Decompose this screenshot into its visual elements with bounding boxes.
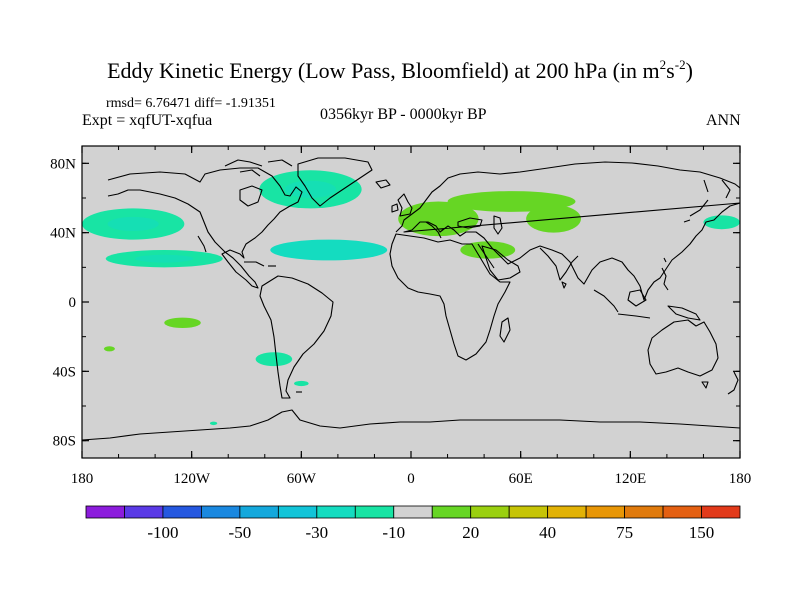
coastline-sumatra [593,289,619,313]
period-label: 0356kyr BP - 0000kyr BP [320,106,487,123]
colorbar-box [585,505,625,519]
x-tick-label: 120E [614,471,646,487]
coastline-arabia [481,245,521,281]
coastlines [82,157,740,441]
y-tick-label: 0 [69,295,77,311]
y-tick-label: 40N [50,226,76,242]
colorbar-box [85,505,125,519]
colorbar-box [624,505,664,519]
coastline-ireland [391,203,399,213]
colorbar-box [124,505,164,519]
colorbar-box [662,505,702,519]
anomaly-patch-8 [164,317,201,328]
anomaly-patch-13 [703,215,740,230]
coastline-red-sea [477,243,495,269]
coastline-iceland [375,179,391,189]
anomaly-core-2 [284,180,337,198]
colorbar-label: 75 [616,523,633,542]
colorbar-box [508,505,549,519]
y-tick-label: 40S [53,364,76,380]
colorbar-box [354,505,395,519]
colorbar-label: -30 [305,523,328,542]
coastline-taiwan-philippines [661,257,669,291]
chart-title: Eddy Kinetic Energy (Low Pass, Bloomfiel… [0,58,800,84]
colorbar-label: 40 [539,523,556,542]
coastline-madagascar [499,317,511,343]
x-tick-label: 180 [729,471,752,487]
coastline-australia [647,319,719,377]
colorbar-box [162,505,202,519]
anomaly-patch-12 [209,421,218,426]
anomaly-core-3 [299,245,358,255]
colorbar-box [470,505,510,519]
anomaly-patch-9 [103,346,115,352]
coastline-java [617,313,651,319]
colorbar-label: 150 [689,523,715,542]
coastline-hudson-bay [239,185,263,207]
coastline-italy [425,221,442,239]
coastline-africa [389,233,511,361]
coastline-japan [683,199,709,223]
anomaly-core-1 [135,254,194,263]
colorbar-box [701,505,741,519]
y-axis: 80N 40N 0 40S 80S [50,156,740,450]
anomaly-patch-11 [294,380,309,387]
colorbar-box [316,505,356,519]
x-tick-label: 60W [287,471,317,487]
coastline-north-america [107,167,303,289]
coastline-baja [197,235,207,253]
coastline-new-zealand [727,371,739,395]
experiment-label: Expt = xqfUT-xqfua [82,112,213,129]
title-sup1: 2 [659,57,667,72]
coastline-antarctica [82,409,740,441]
anomaly-core-0 [107,216,159,232]
coastline-cuba [244,261,265,267]
coastline-tasmania [701,381,709,389]
colorbar-box [239,505,279,519]
colorbar-box [393,505,433,519]
stats-label: rmsd= 6.76471 diff= -1.91351 [106,96,276,111]
coastline-eurasia [395,161,740,301]
title-end: ) [685,58,693,83]
x-tick-label: 60E [509,471,533,487]
coastline-black-sea [457,217,483,229]
colorbar-label: 20 [462,523,479,542]
title-main: Eddy Kinetic Energy (Low Pass, Bloomfiel… [107,58,660,83]
anomaly-patch-10 [255,352,293,367]
title-sup2: -2 [674,57,686,72]
coastline-south-america [259,275,334,399]
colorbar-box [277,505,318,519]
colorbar-label: -10 [382,523,405,542]
title-mid: s [666,58,675,83]
map-background [82,146,740,458]
colorbar-box [431,505,472,519]
x-axis: 180 120W 60W 0 60E 120E 180 [71,146,752,487]
colorbar: -100 -50 -30 -10 20 40 75 150 [85,505,741,542]
coastline-caspian [493,215,503,235]
x-tick-label: 0 [407,471,415,487]
coastline-sri-lanka [561,281,567,289]
colorbar-box [547,505,587,519]
coastline-sakhalin-kamchatka [703,179,731,199]
anomaly-layer [82,170,740,426]
season-label: ANN [706,112,741,129]
colorbar-label: -50 [229,523,252,542]
y-tick-label: 80S [53,434,76,450]
colorbar-box [201,505,241,519]
colorbar-label: -100 [147,523,178,542]
y-tick-label: 80N [50,156,76,172]
x-tick-label: 180 [71,471,94,487]
coastline-arctic-islands [224,159,293,177]
coastline-borneo [627,289,647,307]
coastline-britain [397,193,413,217]
coastline-greenland [297,157,373,207]
coastline-india [539,247,579,281]
x-tick-label: 120W [173,471,211,487]
coastline-new-guinea [667,305,701,321]
